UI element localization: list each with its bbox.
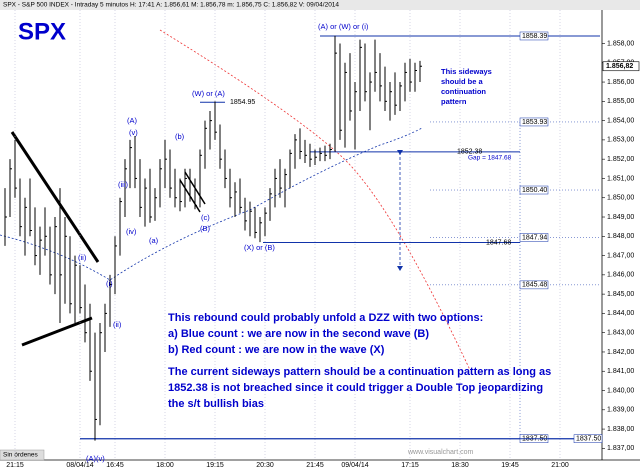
trendline xyxy=(21,316,93,347)
level-box xyxy=(519,185,549,195)
note: b) Red count : we are now in the wave (X… xyxy=(168,344,385,356)
header: SPX - S&P 500 INDEX - Intraday 5 minutos… xyxy=(3,2,339,9)
y-tick-label: 1.845,00 xyxy=(607,291,634,298)
level-box xyxy=(519,280,549,290)
level-label: 1845.48 xyxy=(522,282,547,289)
wave-label: (W) or (A) xyxy=(192,89,225,98)
level-label: 1858.39 xyxy=(522,33,547,40)
y-tick-label: 1.839,00 xyxy=(607,407,634,414)
wave-label: (iv) xyxy=(126,227,137,236)
y-tick-label: 1.838,00 xyxy=(607,426,634,433)
last-price-box xyxy=(602,61,640,72)
wave-label: (iii) xyxy=(118,180,128,189)
y-tick-label: 1.847,00 xyxy=(607,252,634,259)
wave-label: (A) or (W) or (i) xyxy=(318,22,369,31)
watermark: www.visualchart.com xyxy=(407,449,474,456)
wave-label: (c) xyxy=(201,213,210,222)
y-tick-label: 1.851,00 xyxy=(607,175,634,182)
note: The current sideways pattern should be a… xyxy=(168,366,551,378)
x-tick-label: 19:15 xyxy=(206,462,224,469)
x-tick-label: 18:00 xyxy=(156,462,174,469)
side-note: pattern xyxy=(441,97,467,106)
note: This rebound could probably unfold a DZZ… xyxy=(168,312,483,324)
level-label: 1847.68 xyxy=(486,239,511,246)
level-label: 1852.38 xyxy=(457,149,482,156)
wave-label: (A)(v) xyxy=(86,454,105,463)
level-box xyxy=(573,434,603,443)
header-bar xyxy=(0,0,640,10)
y-tick-label: 1.856,00 xyxy=(607,79,634,86)
level-box xyxy=(519,117,549,127)
level-label: 1853.93 xyxy=(522,119,547,126)
wave-label: (B) xyxy=(200,224,211,233)
x-tick-label: 21:00 xyxy=(551,462,569,469)
y-tick-label: 1.850,00 xyxy=(607,195,634,202)
x-tick-label: 08/04/14 xyxy=(66,462,93,469)
x-tick-label: 17:15 xyxy=(401,462,419,469)
side-note: This sideways xyxy=(441,67,492,76)
x-tick-label: 21:45 xyxy=(306,462,324,469)
y-tick-label: 1.849,00 xyxy=(607,214,634,221)
y-tick-label: 1.842,00 xyxy=(607,349,634,356)
wave-label: (v) xyxy=(129,128,138,137)
y-tick-label: 1.848,00 xyxy=(607,233,634,240)
y-tick-label: 1.855,00 xyxy=(607,98,634,105)
side-note: should be a xyxy=(441,77,484,86)
x-tick-label: 21:15 xyxy=(6,462,24,469)
y-tick-label: 1.846,00 xyxy=(607,272,634,279)
x-tick-label: 20:30 xyxy=(256,462,274,469)
wave-label: (X) or (B) xyxy=(244,243,275,252)
note: 1852.38 is not breached since it could t… xyxy=(168,382,543,394)
x-tick-label: 16:45 xyxy=(106,462,124,469)
level-label: 1847.94 xyxy=(522,234,547,241)
y-tick-label: 1.844,00 xyxy=(607,310,634,317)
level-box xyxy=(519,31,549,41)
note: the s/t bullish bias xyxy=(168,398,264,410)
trendline xyxy=(10,131,100,263)
wave-label: (ii) xyxy=(78,253,87,262)
moving-average xyxy=(0,127,423,281)
level-label: 1837.50 xyxy=(576,436,601,443)
tab[interactable] xyxy=(0,449,45,461)
y-tick-label: 1.853,00 xyxy=(607,137,634,144)
note: a) Blue count : we are now in the second… xyxy=(168,328,429,340)
wave-label: (b) xyxy=(175,132,185,141)
y-tick-label: 1.841,00 xyxy=(607,368,634,375)
x-tick-label: 19:45 xyxy=(501,462,519,469)
wave-label: (A) xyxy=(127,116,138,125)
wave-label: (i) xyxy=(106,279,113,288)
red-curve xyxy=(159,29,471,371)
y-tick-label: 1.837,00 xyxy=(607,445,634,452)
level-label: 1850.40 xyxy=(522,187,547,194)
y-tick-label: 1.858,00 xyxy=(607,40,634,47)
tab-label[interactable]: Sin órdenes xyxy=(3,452,38,459)
wave-label: (a) xyxy=(149,236,159,245)
y-tick-label: 1.852,00 xyxy=(607,156,634,163)
wave-label: Gap = 1847.68 xyxy=(468,155,512,162)
y-tick-label: 1.840,00 xyxy=(607,387,634,394)
level-box xyxy=(519,233,549,242)
x-tick-label: 09/04/14 xyxy=(341,462,368,469)
x-tick-label: 18:30 xyxy=(451,462,469,469)
y-tick-label: 1.843,00 xyxy=(607,330,634,337)
side-note: continuation xyxy=(441,87,486,96)
last-price: 1.856,82 xyxy=(606,63,633,70)
y-tick-label: 1.854,00 xyxy=(607,117,634,124)
level-label: 1854.95 xyxy=(230,99,255,106)
wave-label: (ii) xyxy=(113,320,122,329)
chart-title: SPX xyxy=(18,18,66,45)
